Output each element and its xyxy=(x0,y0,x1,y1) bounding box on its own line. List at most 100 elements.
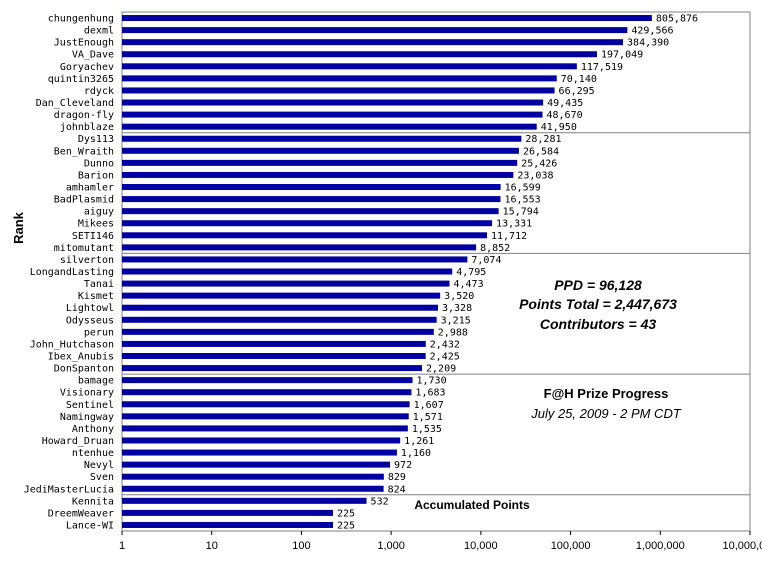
ppd-annotation: PPD = 96,128 xyxy=(554,277,642,293)
value-label: 2,988 xyxy=(438,327,468,338)
bar xyxy=(122,111,543,118)
x-tick-label: 1 xyxy=(119,540,125,552)
bar xyxy=(122,280,450,287)
category-label: John_Hutchason xyxy=(30,339,114,350)
x-axis-title: Accumulated Points xyxy=(414,498,530,512)
bar xyxy=(122,473,384,480)
bar xyxy=(122,389,412,396)
bar xyxy=(122,87,555,94)
value-label: 15,794 xyxy=(503,207,539,218)
value-label: 2,432 xyxy=(430,339,460,350)
value-label: 225 xyxy=(337,508,355,519)
x-tick-label: 10,000,000 xyxy=(722,540,762,552)
bar xyxy=(122,51,597,58)
value-label: 7,074 xyxy=(471,255,501,266)
value-label: 4,473 xyxy=(454,279,484,290)
category-label: dragon-fly xyxy=(54,110,114,121)
category-label: bamage xyxy=(78,376,114,387)
value-label: 23,038 xyxy=(517,170,553,181)
category-label: DreemWeaver xyxy=(48,508,114,519)
category-label: Mikees xyxy=(78,219,114,230)
value-label: 4,795 xyxy=(456,267,486,278)
category-label: Dan_Cleveland xyxy=(36,98,114,109)
category-label: aiguy xyxy=(84,207,114,218)
bar xyxy=(122,244,477,251)
bar xyxy=(122,208,499,215)
value-label: 1,261 xyxy=(404,436,434,447)
value-label: 26,584 xyxy=(523,146,559,157)
category-label: Lightowl xyxy=(66,303,114,314)
bar xyxy=(122,497,367,504)
bar xyxy=(122,340,426,347)
bar xyxy=(122,509,334,516)
bar xyxy=(122,39,624,46)
category-label: chungenhung xyxy=(48,14,114,25)
bar xyxy=(122,413,409,420)
value-label: 11,712 xyxy=(491,231,527,242)
value-label: 16,599 xyxy=(505,183,541,194)
value-label: 16,553 xyxy=(504,195,540,206)
bar xyxy=(122,184,501,191)
value-label: 48,670 xyxy=(547,110,583,121)
x-tick-label: 100 xyxy=(292,540,310,552)
bar xyxy=(122,256,468,263)
category-label: Howard_Druan xyxy=(42,436,114,447)
category-label: Kennita xyxy=(72,496,114,507)
bar xyxy=(122,147,519,154)
value-label: 2,425 xyxy=(430,351,460,362)
value-label: 824 xyxy=(388,484,406,495)
value-label: 66,295 xyxy=(559,86,595,97)
value-label: 3,215 xyxy=(441,315,471,326)
category-label: johnblaze xyxy=(60,122,114,133)
value-label: 25,426 xyxy=(521,158,557,169)
value-label: 49,435 xyxy=(547,98,583,109)
value-label: 2,209 xyxy=(426,364,456,375)
value-label: 13,331 xyxy=(496,219,532,230)
category-label: Odysseus xyxy=(66,315,114,326)
category-label: JediMasterLucia xyxy=(24,484,114,495)
value-label: 8,852 xyxy=(480,243,510,254)
category-label: Sven xyxy=(90,472,114,483)
bar xyxy=(122,352,426,359)
value-label: 28,281 xyxy=(525,134,561,145)
bar xyxy=(122,328,434,335)
x-tick-label: 1,000 xyxy=(377,540,405,552)
value-label: 1,730 xyxy=(416,376,446,387)
contributors-annotation: Contributors = 43 xyxy=(540,316,657,332)
bar xyxy=(122,123,537,130)
bar xyxy=(122,316,437,323)
bar xyxy=(122,27,628,34)
x-tick-label: 1,000,000 xyxy=(636,540,685,552)
value-label: 3,520 xyxy=(444,291,474,302)
value-label: 805,876 xyxy=(656,14,698,25)
category-label: JustEnough xyxy=(54,38,114,49)
bar xyxy=(122,75,557,82)
date-annotation: July 25, 2009 - 2 PM CDT xyxy=(530,406,682,421)
value-label: 1,683 xyxy=(415,388,445,399)
category-label: VA_Dave xyxy=(72,50,114,61)
value-label: 197,049 xyxy=(601,50,643,61)
value-label: 532 xyxy=(371,496,389,507)
value-label: 41,950 xyxy=(541,122,577,133)
category-label: Tanai xyxy=(84,279,114,290)
points-total-annotation: Points Total = 2,447,673 xyxy=(519,296,677,312)
bar xyxy=(122,449,397,456)
category-label: Ben_Wraith xyxy=(54,146,114,157)
value-label: 972 xyxy=(394,460,412,471)
bar xyxy=(122,159,518,166)
y-axis-title: Rank xyxy=(11,211,26,244)
bar xyxy=(122,425,408,432)
x-tick-label: 100,000 xyxy=(551,540,591,552)
category-label: Dunno xyxy=(84,158,114,169)
value-label: 429,566 xyxy=(631,26,673,37)
bar xyxy=(122,268,453,275)
category-label: Barion xyxy=(78,170,114,181)
value-label: 1,571 xyxy=(413,412,443,423)
category-label: dexml xyxy=(84,26,114,37)
category-label: BadPlasmid xyxy=(54,195,114,206)
bar xyxy=(122,521,334,528)
category-label: Ibex_Anubis xyxy=(48,351,114,362)
category-label: SETI146 xyxy=(72,231,114,242)
category-label: amhamler xyxy=(66,183,114,194)
